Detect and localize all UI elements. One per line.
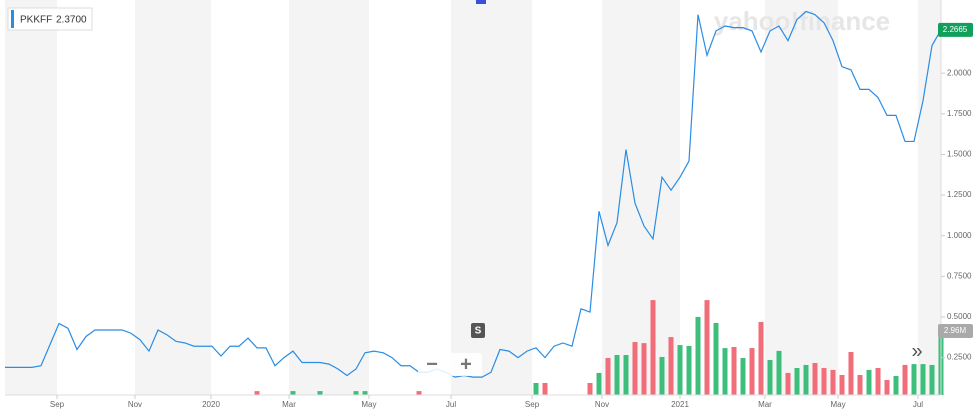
volume-bar xyxy=(668,337,674,395)
y-tick-label: 2.0000 xyxy=(947,68,972,77)
volume-bar xyxy=(317,391,323,395)
volume-bar xyxy=(713,323,719,395)
y-tick-label: 1.0000 xyxy=(947,231,972,240)
volume-bar xyxy=(821,367,827,395)
volume-bar xyxy=(785,372,791,395)
volume-bar xyxy=(362,391,368,395)
month-band xyxy=(5,0,58,395)
y-tick-label: 0.5000 xyxy=(947,312,972,321)
volume-bar xyxy=(587,383,593,395)
y-tick-label: 0.7500 xyxy=(947,271,972,280)
volume-bar xyxy=(740,358,746,395)
y-tick-label: 1.2500 xyxy=(947,190,972,199)
volume-bar xyxy=(290,391,296,395)
volume-bar xyxy=(803,364,809,395)
y-tick-label: 0.2500 xyxy=(947,353,972,362)
volume-bar xyxy=(686,345,692,395)
x-tick-label: 2020 xyxy=(202,400,220,409)
volume-bar xyxy=(920,364,926,395)
volume-bar xyxy=(830,369,836,395)
x-tick-label: Mar xyxy=(282,400,296,409)
volume-bar xyxy=(722,348,728,395)
volume-bar xyxy=(857,375,863,395)
month-band xyxy=(289,0,369,395)
volume-bar xyxy=(848,351,854,395)
volume-bar xyxy=(416,391,422,395)
volume-bar xyxy=(641,343,647,395)
volume-bar xyxy=(659,356,665,395)
volume-bar xyxy=(767,359,773,395)
volume-bar xyxy=(254,391,260,395)
x-tick-label: Jul xyxy=(913,400,923,409)
x-tick-label: May xyxy=(830,400,845,409)
volume-bar xyxy=(884,379,890,395)
volume-bar xyxy=(596,372,602,395)
volume-bar xyxy=(623,355,629,395)
volume-bar xyxy=(776,350,782,395)
volume-bar xyxy=(875,367,881,395)
price-line xyxy=(5,10,942,378)
legend-name: PKKFF xyxy=(20,15,52,26)
month-band xyxy=(764,0,839,395)
volume-bar xyxy=(839,375,845,395)
zoom-in[interactable]: + xyxy=(460,353,472,375)
volume-bar xyxy=(542,383,548,395)
volume-bar xyxy=(929,364,935,395)
zoom-out[interactable]: − xyxy=(426,353,438,375)
volume-bar xyxy=(911,364,917,395)
month-band xyxy=(134,0,212,395)
x-tick-label: Sep xyxy=(525,400,540,409)
volume-bar xyxy=(731,347,737,395)
s-button-label: S xyxy=(475,326,482,337)
volume-bar xyxy=(758,321,764,395)
legend-swatch xyxy=(11,10,14,28)
last-volume-label: 2.96M xyxy=(944,326,967,335)
watermark: yahoo!finance xyxy=(714,6,890,36)
legend-box xyxy=(7,7,93,31)
volume-bar xyxy=(632,342,638,395)
volume-bar xyxy=(695,316,701,395)
volume-bar xyxy=(650,300,656,395)
volume-bar xyxy=(533,383,539,395)
volume-bar xyxy=(794,367,800,395)
y-tick-label: 1.7500 xyxy=(947,109,972,118)
month-band xyxy=(601,0,680,395)
volume-bar xyxy=(893,375,899,395)
top-marker xyxy=(476,0,486,4)
y-tick-label: 1.5000 xyxy=(947,150,972,159)
volume-bar xyxy=(749,348,755,395)
x-tick-label: Mar xyxy=(758,400,772,409)
month-band xyxy=(451,0,533,395)
x-tick-label: Nov xyxy=(595,400,609,409)
volume-bar xyxy=(605,358,611,395)
zoom-box xyxy=(418,353,482,376)
volume-bar xyxy=(704,300,710,395)
s-button[interactable] xyxy=(471,323,485,338)
last-volume-flag xyxy=(938,324,973,339)
x-tick-label: Nov xyxy=(128,400,142,409)
volume-bar xyxy=(812,363,818,395)
volume-bar xyxy=(902,364,908,395)
more-button[interactable]: » xyxy=(911,340,922,362)
x-tick-label: 2021 xyxy=(671,400,689,409)
x-tick-label: Sep xyxy=(50,400,65,409)
x-tick-label: May xyxy=(361,400,376,409)
volume-bar xyxy=(353,391,359,395)
last-price-flag xyxy=(938,22,973,37)
volume-bar xyxy=(677,345,683,395)
legend-value: 2.3700 xyxy=(56,15,87,26)
last-price-label: 2.2665 xyxy=(943,25,968,34)
x-tick-label: Jul xyxy=(446,400,456,409)
volume-bar xyxy=(866,369,872,395)
volume-bar xyxy=(614,355,620,395)
